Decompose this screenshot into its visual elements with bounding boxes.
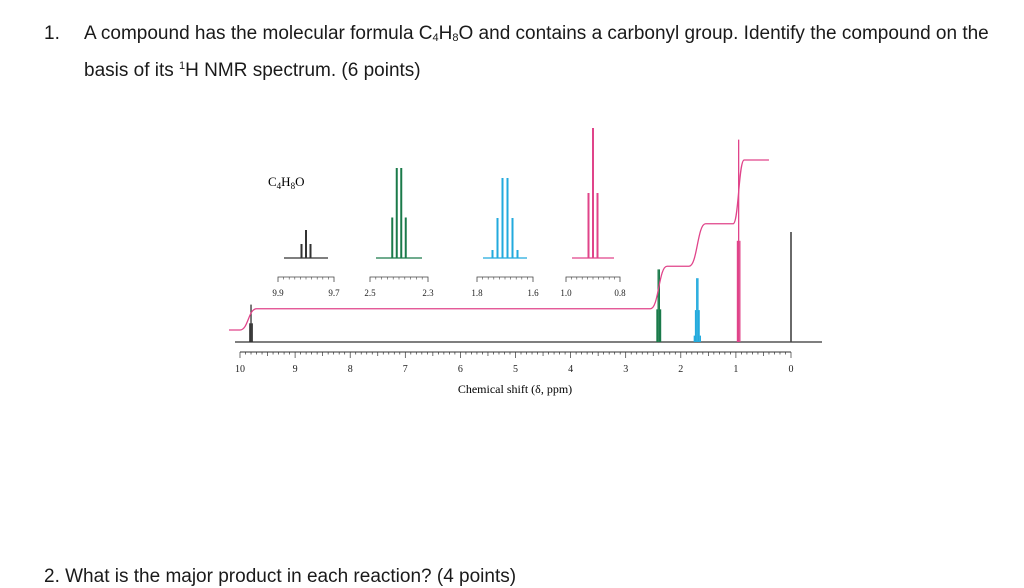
isotope-superscript: 1 [179,60,186,72]
question-text-part: H NMR spectrum. (6 points) [185,60,421,81]
inset-left-label: 9.9 [272,288,284,298]
nmr-spectrum: C4H8O Chemical shift (δ, ppm) 10 9 8 7 6 5 4 3 2… [228,128,822,396]
question-text: A compound has the molecular formula C4H… [84,20,1014,85]
inset-right-label: 2.3 [422,288,434,298]
x-tick-label: 5 [513,364,518,375]
x-tick-label: 9 [293,364,298,375]
x-tick-label: 8 [348,364,353,375]
next-question-cutoff: 2. What is the major product in each rea… [44,566,517,587]
inset-right-label: 0.8 [614,288,626,298]
question-text-part: O and contains a carbonyl group. Identif… [84,23,989,81]
x-tick-label: 4 [568,364,573,375]
x-tick-label: 7 [403,364,408,375]
x-tick-label: 0 [789,364,794,375]
x-tick-label: 3 [623,364,628,375]
x-axis-label: Chemical shift (δ, ppm) [458,382,572,396]
inset-left-label: 1.8 [471,288,483,298]
question-text-part: H [438,23,453,44]
inset-left-label: 2.5 [364,288,376,298]
x-tick-label: 10 [235,364,245,375]
integral-curve [228,159,769,331]
question-text-part: A compound has the molecular formula C [84,23,433,44]
question-number: 1. [44,23,60,44]
inset-right-label: 9.7 [328,288,340,298]
x-tick-label: 6 [458,364,463,375]
formula-subscript: 4 [432,32,439,44]
formula-label: C4H8O [268,174,304,191]
x-tick-label: 2 [678,364,683,375]
inset-left-label: 1.0 [560,288,572,298]
inset-right-label: 1.6 [527,288,539,298]
formula-subscript: 8 [452,32,459,44]
x-tick-label: 1 [733,364,738,375]
